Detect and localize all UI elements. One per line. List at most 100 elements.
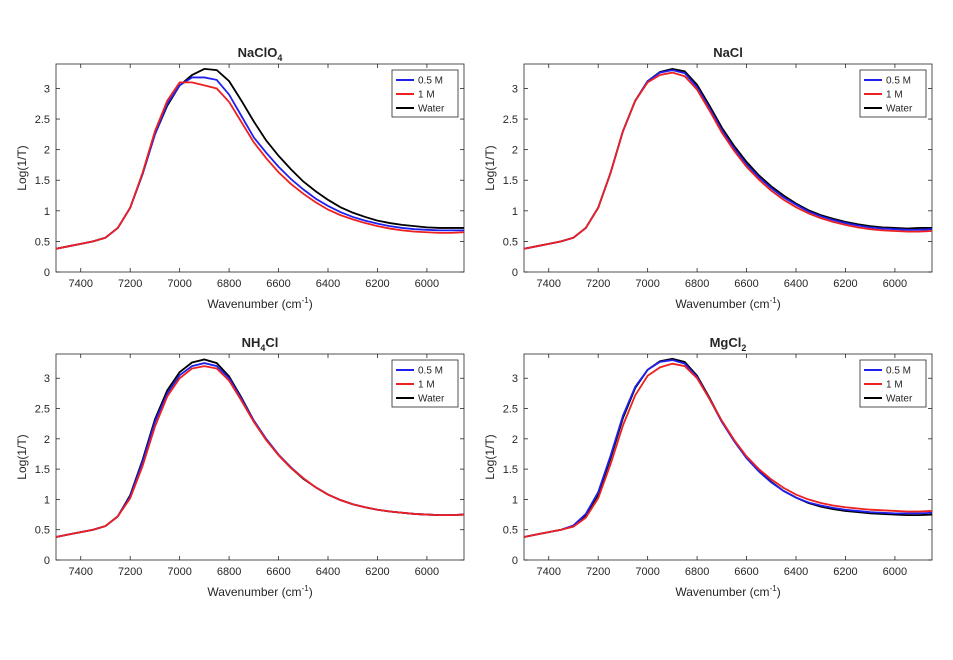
y-axis-label: Log(1/T) [483, 434, 497, 479]
chart-title: NaClO4 [238, 45, 283, 63]
chart-title-main: NH [242, 335, 261, 350]
legend-label: 0.5 M [418, 76, 443, 87]
chart-title-end: Cl [265, 335, 278, 350]
series-line-1-m [56, 365, 464, 538]
legend-label: Water [886, 104, 913, 115]
y-tick-label: 0 [44, 555, 50, 567]
x-tick-label: 6600 [266, 278, 290, 290]
x-axis-label-main: Wavenumber (cm [675, 297, 769, 311]
chart-panel-2: 7400 7200 7000 6800 6600 6400 6200 6000 0 0.5 1 1.5… [483, 45, 933, 311]
chart-title: NaCl [713, 45, 743, 60]
y-tick-label: 2.5 [35, 114, 50, 126]
x-axis-label-superscript: -1 [770, 296, 778, 305]
x-tick-label: 6600 [266, 566, 290, 578]
y-tick-label: 0.5 [503, 236, 518, 248]
legend-label: 0.5 M [418, 366, 443, 377]
legend: 0.5 M 1 M Water [391, 359, 459, 408]
chart-panel-4: 7400 7200 7000 6800 6600 6400 6200 6000 0 0.5 1 1.5… [483, 335, 933, 599]
legend-label: Water [418, 394, 445, 405]
y-tick-label: 0.5 [503, 525, 518, 537]
legend-label: Water [418, 104, 445, 115]
x-tick-label: 7000 [635, 278, 659, 290]
y-tick-label: 2 [44, 145, 50, 157]
x-tick-label: 7400 [68, 566, 92, 578]
series-line-1-m [524, 362, 932, 538]
x-tick-label: 6800 [217, 278, 241, 290]
y-tick-label: 2 [44, 434, 50, 446]
x-tick-label: 7400 [68, 278, 92, 290]
x-tick-label: 6800 [685, 566, 709, 578]
chart-title-main: NaCl [713, 45, 743, 60]
chart-title-subscript: 2 [741, 343, 746, 353]
x-tick-label: 7400 [536, 278, 560, 290]
x-tick-label: 7000 [167, 566, 191, 578]
x-axis-label-main: Wavenumber (cm [207, 585, 301, 599]
y-axis-label: Log(1/T) [15, 145, 29, 190]
x-tick-label: 6400 [784, 566, 808, 578]
x-axis-label-superscript: -1 [770, 584, 778, 593]
y-tick-label: 2.5 [35, 404, 50, 416]
x-tick-label: 6400 [316, 566, 340, 578]
y-axis-label: Log(1/T) [483, 145, 497, 190]
x-axis-label-end: ) [309, 585, 313, 599]
y-tick-label: 2.5 [503, 404, 518, 416]
x-tick-label: 6200 [833, 278, 857, 290]
chart-title-main: MgCl [710, 335, 742, 350]
legend-label: 1 M [418, 90, 435, 101]
x-tick-label: 7000 [167, 278, 191, 290]
y-tick-label: 3 [44, 373, 50, 385]
y-tick-label: 1.5 [503, 175, 518, 187]
x-axis-label-main: Wavenumber (cm [675, 585, 769, 599]
chart-panel-1: 7400 7200 7000 6800 6600 6400 6200 6000 0 0.5 1 1.5… [15, 45, 465, 311]
y-axis-label: Log(1/T) [15, 434, 29, 479]
x-tick-label: 6000 [883, 566, 907, 578]
x-tick-label: 7200 [118, 278, 142, 290]
x-axis-label-superscript: -1 [302, 296, 310, 305]
x-tick-label: 6600 [734, 566, 758, 578]
chart-title: MgCl2 [710, 335, 747, 353]
y-tick-label: 3 [512, 83, 518, 95]
x-tick-label: 6200 [365, 566, 389, 578]
y-tick-label: 1 [44, 206, 50, 218]
x-tick-label: 7400 [536, 566, 560, 578]
y-tick-label: 2.5 [503, 114, 518, 126]
x-tick-label: 6800 [217, 566, 241, 578]
y-tick-label: 2 [512, 434, 518, 446]
chart-title: NH4Cl [242, 335, 279, 353]
x-tick-label: 6000 [415, 278, 439, 290]
x-tick-label: 6200 [365, 278, 389, 290]
legend: 0.5 M 1 M Water [391, 69, 459, 118]
x-tick-label: 6400 [784, 278, 808, 290]
y-tick-label: 1.5 [503, 464, 518, 476]
y-tick-label: 0 [44, 267, 50, 279]
x-tick-label: 7200 [118, 566, 142, 578]
x-tick-label: 6000 [883, 278, 907, 290]
x-axis-label-main: Wavenumber (cm [207, 297, 301, 311]
y-tick-label: 0.5 [35, 525, 50, 537]
y-tick-label: 1.5 [35, 175, 50, 187]
legend-label: 1 M [418, 380, 435, 391]
x-axis-label: Wavenumber (cm-1) [675, 296, 780, 311]
y-tick-label: 0.5 [35, 236, 50, 248]
x-tick-label: 6000 [415, 566, 439, 578]
x-tick-label: 6200 [833, 566, 857, 578]
x-axis-label: Wavenumber (cm-1) [207, 584, 312, 599]
x-tick-label: 7200 [586, 566, 610, 578]
y-tick-label: 1.5 [35, 464, 50, 476]
chart-title-subscript: 4 [277, 53, 282, 63]
chart-title-subscript: 4 [260, 343, 265, 353]
y-tick-label: 2 [512, 145, 518, 157]
x-axis-label-end: ) [309, 297, 313, 311]
legend-label: 0.5 M [886, 366, 911, 377]
y-tick-label: 3 [44, 83, 50, 95]
x-axis-label: Wavenumber (cm-1) [207, 296, 312, 311]
y-tick-label: 0 [512, 267, 518, 279]
legend-label: 0.5 M [886, 76, 911, 87]
y-tick-label: 0 [512, 555, 518, 567]
y-tick-label: 3 [512, 373, 518, 385]
legend: 0.5 M 1 M Water [859, 359, 927, 408]
x-axis-label: Wavenumber (cm-1) [675, 584, 780, 599]
legend-label: 1 M [886, 380, 903, 391]
x-tick-label: 7000 [635, 566, 659, 578]
